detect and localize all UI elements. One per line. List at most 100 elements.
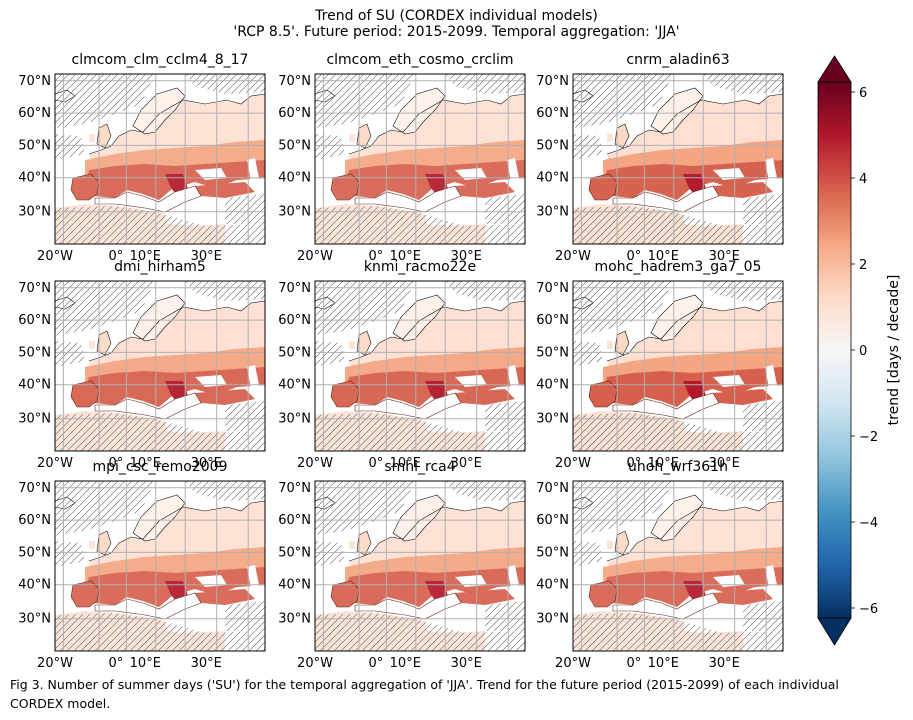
- lon-tick-label: 30°E: [191, 456, 222, 471]
- lat-tick-label: 60°N: [278, 513, 311, 528]
- lon-tick-label: 20°W: [297, 656, 333, 671]
- map-panel: 70°N 60°N 50°N 40°N 30°N 20°W 0° 10°E 30°E: [18, 280, 266, 471]
- figure-title-line1: Trend of SU (CORDEX individual models): [315, 8, 598, 24]
- lon-tick-label: 10°E: [390, 656, 421, 671]
- lon-tick-label: 30°E: [451, 456, 482, 471]
- map-panel: 70°N 60°N 50°N 40°N 30°N 20°W 0° 10°E 30°E: [278, 73, 526, 264]
- lat-tick-label: 50°N: [536, 345, 569, 360]
- panel-title: clmcom_eth_cosmo_crclim: [326, 52, 514, 68]
- lat-tick-label: 40°N: [536, 171, 569, 186]
- map-frame: [54, 280, 266, 452]
- map-frame: [54, 480, 266, 652]
- lat-tick-label: 40°N: [278, 378, 311, 393]
- lon-tick-label: 20°W: [37, 249, 73, 264]
- lon-tick-label: 30°E: [709, 656, 740, 671]
- lat-tick-label: 70°N: [536, 481, 569, 496]
- colorbar-extend-max: [817, 55, 852, 83]
- lon-tick-label: 10°E: [130, 456, 161, 471]
- lon-tick-label: 30°E: [709, 249, 740, 264]
- map-panel: 70°N 60°N 50°N 40°N 30°N 20°W 0° 10°E 30°E: [18, 73, 266, 264]
- lon-tick-label: 0°: [627, 656, 642, 671]
- lat-tick-label: 40°N: [278, 578, 311, 593]
- trend-map: [573, 281, 783, 451]
- lat-tick-label: 30°N: [278, 412, 311, 427]
- lat-tick-label: 60°N: [536, 313, 569, 328]
- map-panel: 70°N 60°N 50°N 40°N 30°N 20°W 0° 10°E 30°E: [278, 280, 526, 471]
- lon-tick-label: 30°E: [451, 656, 482, 671]
- panel-title: knmi_racmo22e: [363, 259, 477, 275]
- lat-tick-label: 50°N: [18, 138, 51, 153]
- lat-tick-label: 30°N: [536, 412, 569, 427]
- lon-tick-label: 20°W: [555, 249, 591, 264]
- lat-tick-label: 70°N: [278, 481, 311, 496]
- panel-title: dmi_hirham5: [114, 259, 206, 275]
- lat-tick-label: 40°N: [18, 378, 51, 393]
- trend-map: [55, 481, 265, 651]
- lat-tick-label: 70°N: [536, 74, 569, 89]
- lat-tick-label: 70°N: [18, 74, 51, 89]
- lat-tick-label: 50°N: [278, 545, 311, 560]
- lon-tick-label: 0°: [369, 456, 384, 471]
- lon-tick-label: 0°: [627, 249, 642, 264]
- map-frame: [314, 280, 526, 452]
- lat-tick-label: 40°N: [278, 171, 311, 186]
- map-panel: 70°N 60°N 50°N 40°N 30°N 20°W 0° 10°E 30°E: [536, 280, 784, 471]
- panel-title: smhi_rca4: [384, 459, 456, 475]
- colorbar-label: trend [days / decade]: [886, 275, 902, 426]
- map-frame: [314, 73, 526, 245]
- lat-tick-label: 60°N: [18, 106, 51, 121]
- lat-tick-label: 70°N: [18, 281, 51, 296]
- lon-tick-label: 20°W: [37, 456, 73, 471]
- figure-caption: Fig 3. Number of summer days ('SU') for …: [10, 677, 839, 711]
- lat-tick-label: 70°N: [536, 281, 569, 296]
- colorbar: 6 4 2 0 −2 −4 −6 trend [days / decade]: [817, 55, 902, 646]
- trend-map: [315, 481, 525, 651]
- lon-tick-label: 20°W: [37, 656, 73, 671]
- trend-map: [315, 74, 525, 244]
- trend-map: [315, 281, 525, 451]
- lat-tick-label: 40°N: [18, 171, 51, 186]
- lat-tick-label: 30°N: [18, 412, 51, 427]
- lon-tick-label: 0°: [109, 249, 124, 264]
- colorbar-tick-label: −2: [859, 430, 878, 445]
- lon-tick-label: 10°E: [130, 249, 161, 264]
- map-frame: [54, 73, 266, 245]
- map-frame: [572, 480, 784, 652]
- lon-tick-label: 10°E: [390, 249, 421, 264]
- lon-tick-label: 0°: [627, 456, 642, 471]
- lon-tick-label: 30°E: [191, 249, 222, 264]
- lon-tick-label: 20°W: [297, 249, 333, 264]
- map-panel: 70°N 60°N 50°N 40°N 30°N 20°W 0° 10°E 30°E: [536, 480, 784, 671]
- lon-tick-label: 20°W: [555, 456, 591, 471]
- lat-tick-label: 50°N: [278, 138, 311, 153]
- map-panel: 70°N 60°N 50°N 40°N 30°N 20°W 0° 10°E 30°E: [18, 480, 266, 671]
- lat-tick-label: 70°N: [278, 74, 311, 89]
- lat-tick-label: 60°N: [18, 313, 51, 328]
- lon-tick-label: 10°E: [390, 456, 421, 471]
- map-panel: 70°N 60°N 50°N 40°N 30°N 20°W 0° 10°E 30°E: [536, 73, 784, 264]
- lat-tick-label: 50°N: [278, 345, 311, 360]
- lat-tick-label: 50°N: [18, 545, 51, 560]
- trend-map: [55, 281, 265, 451]
- lat-tick-label: 30°N: [18, 205, 51, 220]
- lat-tick-label: 30°N: [278, 205, 311, 220]
- lat-tick-label: 60°N: [278, 313, 311, 328]
- lon-tick-label: 10°E: [648, 656, 679, 671]
- lat-tick-label: 50°N: [536, 545, 569, 560]
- colorbar-tick-label: 0: [859, 344, 867, 359]
- map-frame: [572, 73, 784, 245]
- panel-title: uhoh_wrf361h: [628, 459, 728, 475]
- figure-title-line2: 'RCP 8.5'. Future period: 2015-2099. Tem…: [233, 24, 680, 40]
- panel-title: mohc_hadrem3_ga7_05: [594, 259, 762, 275]
- map-frame: [314, 480, 526, 652]
- lat-tick-label: 70°N: [18, 481, 51, 496]
- colorbar-tick-label: 6: [859, 86, 867, 101]
- trend-map: [55, 74, 265, 244]
- colorbar-gradient: [818, 82, 851, 618]
- lon-tick-label: 30°E: [191, 656, 222, 671]
- lat-tick-label: 50°N: [536, 138, 569, 153]
- lat-tick-label: 30°N: [18, 612, 51, 627]
- lat-tick-label: 50°N: [18, 345, 51, 360]
- lat-tick-label: 30°N: [536, 205, 569, 220]
- lon-tick-label: 10°E: [130, 656, 161, 671]
